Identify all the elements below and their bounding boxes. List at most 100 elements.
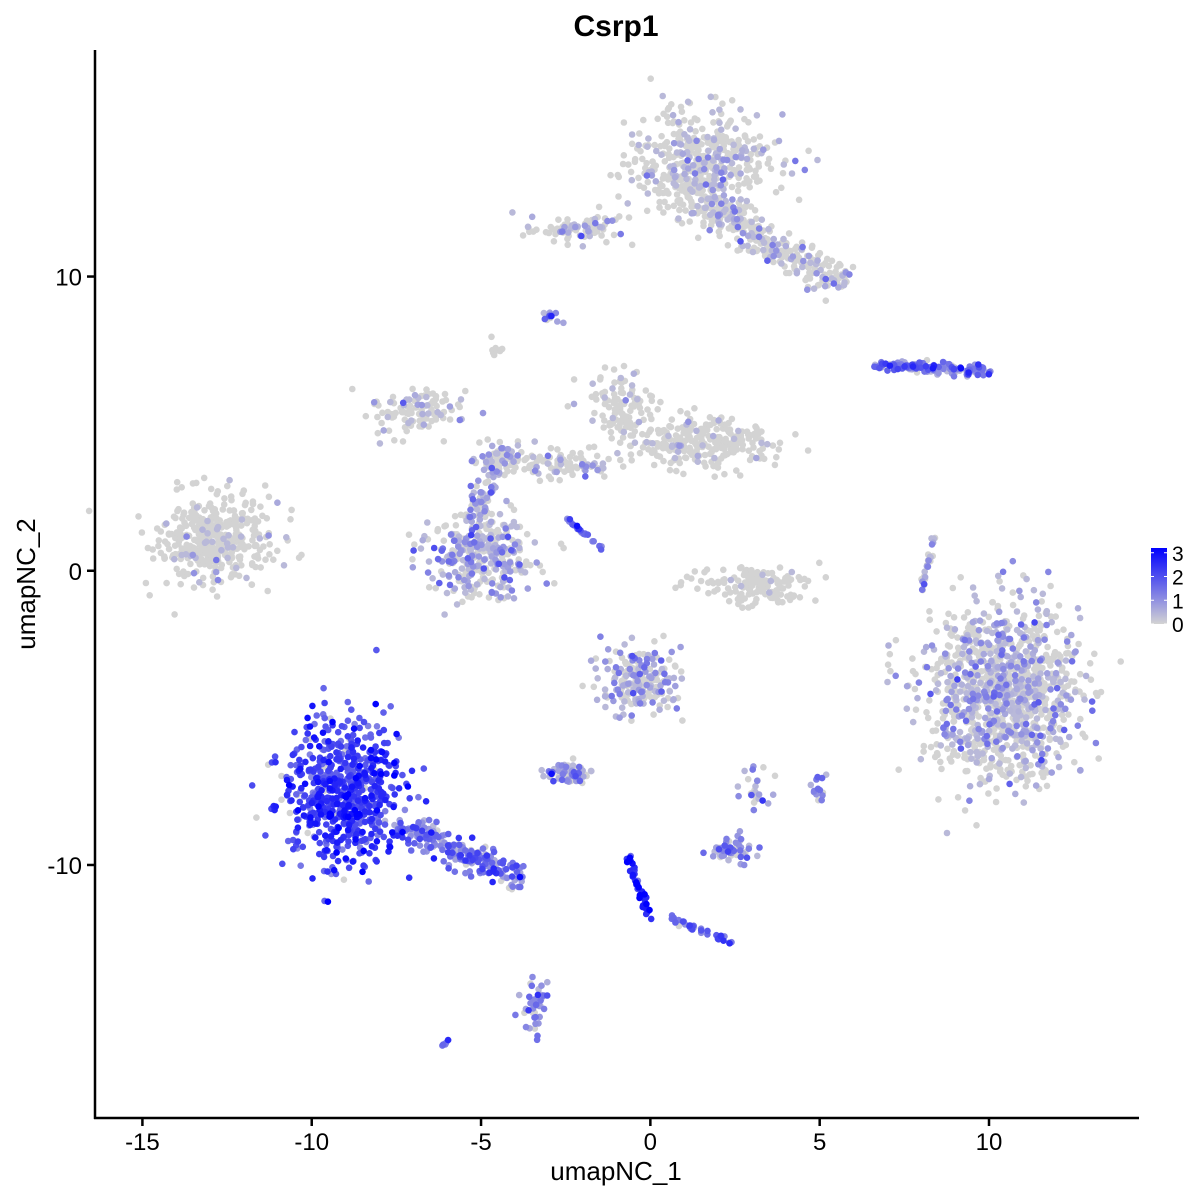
cell-point bbox=[178, 551, 185, 559]
cell-point bbox=[684, 410, 691, 417]
cell-point bbox=[1009, 557, 1017, 565]
cell-point bbox=[914, 694, 921, 702]
cell-point bbox=[492, 566, 500, 573]
cell-point bbox=[952, 652, 959, 659]
cell-point bbox=[826, 269, 834, 277]
cell-point bbox=[697, 927, 705, 934]
cell-point bbox=[517, 883, 524, 891]
cell-point bbox=[631, 158, 639, 166]
cell-point bbox=[430, 544, 438, 552]
cell-point bbox=[690, 209, 697, 217]
cell-point bbox=[706, 226, 713, 234]
cell-point bbox=[799, 263, 806, 271]
cell-point bbox=[628, 712, 635, 719]
cell-point bbox=[755, 233, 763, 241]
cell-point bbox=[532, 1013, 539, 1021]
cell-point bbox=[990, 693, 997, 700]
cell-point bbox=[661, 670, 668, 678]
cell-point bbox=[467, 482, 475, 490]
cell-point bbox=[934, 680, 942, 688]
cell-point bbox=[759, 571, 766, 579]
cell-point bbox=[189, 551, 197, 559]
cell-point bbox=[1081, 733, 1089, 741]
cell-point bbox=[1017, 695, 1024, 703]
cell-point bbox=[814, 773, 821, 781]
cell-point bbox=[262, 556, 269, 563]
cell-point bbox=[1012, 677, 1019, 684]
cell-point bbox=[1074, 722, 1082, 729]
cell-point bbox=[183, 543, 190, 551]
cell-point bbox=[974, 686, 981, 694]
cell-point bbox=[462, 387, 469, 395]
cell-point bbox=[659, 92, 666, 100]
cell-point bbox=[675, 118, 682, 126]
cell-point bbox=[432, 584, 440, 592]
cell-point bbox=[196, 579, 203, 586]
cell-point bbox=[727, 576, 735, 584]
cell-point bbox=[189, 500, 197, 507]
cell-point bbox=[647, 75, 654, 82]
cell-point bbox=[590, 538, 597, 545]
cell-point bbox=[456, 550, 464, 558]
cell-point bbox=[657, 657, 665, 664]
cell-point bbox=[1034, 675, 1042, 682]
cell-point bbox=[711, 193, 718, 201]
cell-point bbox=[578, 461, 586, 468]
cell-point bbox=[745, 577, 752, 585]
cell-point bbox=[399, 399, 407, 407]
cell-point bbox=[294, 816, 301, 823]
cell-point bbox=[524, 223, 532, 231]
cell-point bbox=[224, 482, 231, 490]
cell-point bbox=[926, 697, 933, 704]
cell-point bbox=[641, 664, 648, 671]
cell-point bbox=[367, 734, 375, 741]
cell-point bbox=[722, 134, 730, 141]
cell-point bbox=[187, 560, 194, 568]
cell-point bbox=[560, 319, 567, 327]
cell-point bbox=[776, 564, 784, 571]
cell-point bbox=[643, 207, 651, 215]
cell-point bbox=[643, 681, 650, 689]
cell-point bbox=[917, 755, 925, 763]
cell-point bbox=[929, 727, 936, 735]
cell-point bbox=[755, 225, 763, 232]
cell-point bbox=[513, 862, 520, 869]
cell-point bbox=[481, 575, 488, 583]
cell-point bbox=[648, 449, 656, 457]
cell-point bbox=[1068, 631, 1075, 639]
cell-point bbox=[730, 141, 737, 149]
cell-point bbox=[828, 257, 836, 265]
cell-point bbox=[693, 427, 700, 435]
cell-point bbox=[966, 782, 974, 790]
cell-point bbox=[661, 158, 669, 165]
cell-point bbox=[554, 318, 561, 325]
cell-point bbox=[775, 137, 783, 145]
cell-point bbox=[348, 706, 355, 713]
cell-point bbox=[296, 798, 304, 806]
cell-point bbox=[1022, 757, 1029, 765]
cell-point bbox=[520, 862, 527, 870]
cell-point bbox=[682, 188, 689, 196]
cell-point bbox=[1046, 736, 1054, 744]
cell-point bbox=[573, 464, 581, 472]
cell-point bbox=[242, 499, 249, 507]
cell-point bbox=[983, 693, 990, 701]
cell-point bbox=[640, 116, 647, 124]
cell-point bbox=[764, 257, 771, 265]
cell-point bbox=[735, 181, 742, 189]
cell-point bbox=[926, 608, 933, 615]
cell-point bbox=[473, 581, 481, 588]
cell-point bbox=[1039, 590, 1047, 598]
cell-point bbox=[1060, 716, 1067, 723]
cell-point bbox=[977, 658, 984, 665]
cell-point bbox=[630, 370, 638, 378]
cell-point bbox=[374, 429, 382, 437]
cell-point bbox=[748, 218, 755, 226]
cell-point bbox=[484, 478, 492, 485]
cell-point bbox=[772, 188, 780, 196]
cell-point bbox=[691, 180, 698, 187]
cell-point bbox=[417, 545, 425, 552]
cell-point bbox=[661, 142, 668, 150]
cell-point bbox=[467, 873, 475, 880]
cell-point bbox=[1052, 613, 1059, 620]
